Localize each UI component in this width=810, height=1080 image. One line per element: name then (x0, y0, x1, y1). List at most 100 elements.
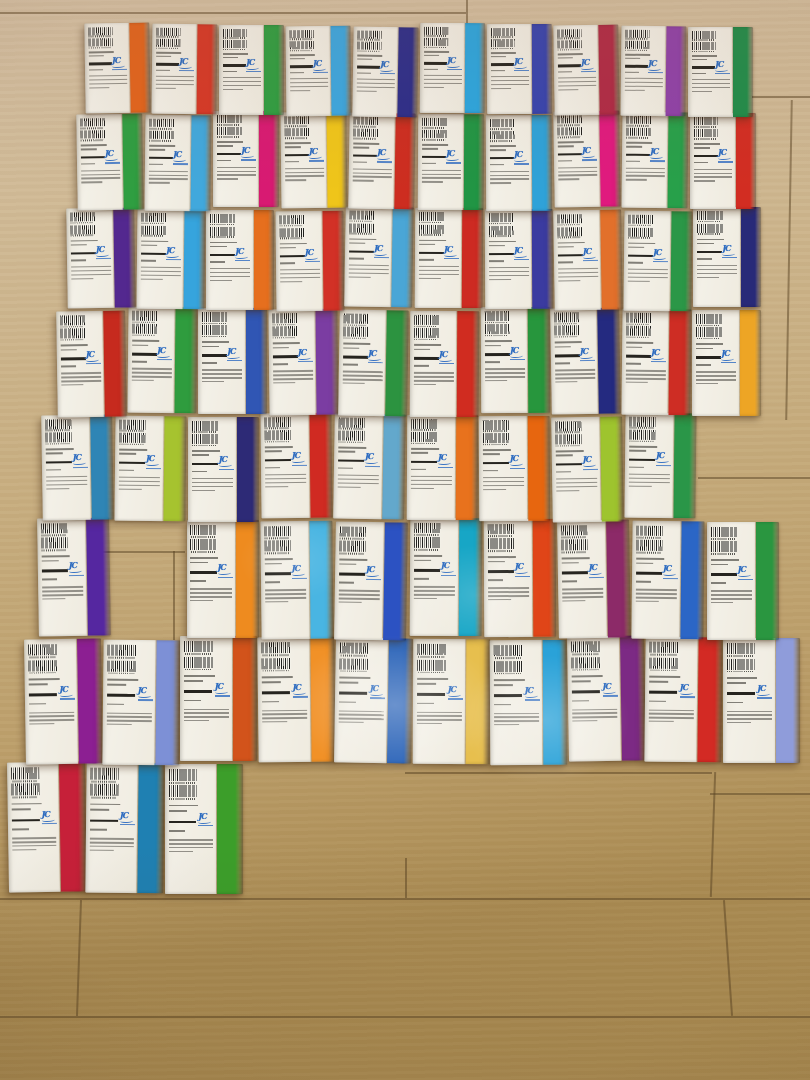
jc-logo-swoosh (648, 66, 662, 71)
barcode-bottom (343, 327, 370, 337)
barcode-bottom-number (279, 237, 303, 240)
price-line (60, 348, 78, 351)
barcode-top-number (279, 224, 303, 227)
jump-comics-brand-line (214, 695, 230, 697)
book-spine (732, 27, 753, 117)
barcode-bottom (264, 430, 291, 441)
isbn-line (11, 803, 42, 805)
barcode-bottom-number (489, 140, 513, 142)
book-back-cover: JC (484, 208, 532, 310)
barcode-bottom (272, 326, 298, 337)
barcode-top-number (557, 223, 581, 226)
fine-print-paragraph (562, 588, 604, 604)
isbn-line (483, 449, 512, 451)
fine-print-paragraph (627, 268, 668, 285)
price-line (70, 243, 88, 246)
barcode-top (79, 117, 105, 127)
fine-print-paragraph (356, 78, 395, 95)
barcode-top (209, 214, 236, 223)
price-line (555, 454, 574, 457)
barcode-top-number (727, 655, 754, 657)
book: JC (553, 24, 620, 116)
book-back-cover: JC (164, 764, 216, 894)
barcode-bottom-number (571, 668, 598, 672)
release-line (45, 468, 62, 471)
barcode-bottom-number (131, 334, 156, 337)
jc-logo-swoosh (445, 156, 459, 162)
barcode-bottom-number (190, 551, 216, 553)
isbn-line (279, 242, 307, 245)
book: JC (334, 637, 413, 764)
floor-seam (405, 858, 407, 898)
barcode-bottom-number (202, 335, 226, 338)
price-line (272, 346, 290, 349)
release-line (191, 470, 208, 473)
barcode-top-number (417, 656, 444, 658)
book-back-cover: JC (412, 638, 466, 765)
barcode-bottom (423, 37, 449, 46)
price-line (423, 54, 440, 57)
jump-comics-logo: JC (447, 684, 463, 700)
barcode-top (191, 421, 219, 431)
barcode-bottom (349, 223, 376, 233)
jump-comics-logo: JC (510, 345, 525, 361)
barcode-bottom-number (338, 441, 363, 444)
release-line (349, 257, 364, 260)
release-line (625, 160, 640, 163)
barcode-bottom (625, 127, 651, 137)
barcode-bottom-number (711, 553, 736, 555)
jump-comics-logo: JC (137, 685, 153, 701)
book: JC (180, 636, 257, 761)
jc-logo-swoosh (156, 353, 170, 358)
jump-comics-logo: JC (757, 684, 773, 699)
book-back-cover: JC (417, 113, 464, 211)
book: JC (348, 112, 417, 210)
book: JC (213, 111, 280, 207)
book: JC (406, 414, 478, 521)
release-line (284, 161, 300, 163)
price-line (625, 346, 643, 348)
isbn-line (140, 240, 168, 242)
price-line (41, 560, 60, 562)
book-spine (314, 308, 339, 415)
jc-logo-swoosh (68, 569, 82, 574)
barcode-bottom-number (340, 670, 367, 673)
book-back-cover: JC (419, 22, 465, 114)
book-back-cover: JC (127, 306, 175, 414)
jump-comics-logo: JC (105, 148, 121, 164)
isbn-line (490, 52, 517, 54)
jump-comics-brand-line (757, 697, 773, 699)
barcode-bottom-number (649, 669, 677, 672)
book: JC (268, 308, 339, 416)
barcode-top (557, 214, 583, 224)
jump-comics-brand-line (297, 361, 313, 363)
release-line (693, 161, 708, 164)
price-line (487, 560, 505, 563)
fine-print-paragraph (557, 77, 596, 93)
publisher-line (636, 571, 663, 575)
isbn-line (191, 450, 220, 452)
jump-comics-brand-line (602, 695, 618, 697)
jump-comics-brand-line (156, 359, 172, 361)
release-line (190, 580, 206, 582)
barcode-top (649, 641, 679, 654)
jump-comics-logo: JC (96, 243, 112, 260)
book: JC (553, 209, 623, 311)
release-line (624, 71, 639, 74)
publisher-line (483, 461, 510, 465)
jc-logo-swoosh (145, 462, 159, 467)
release-line (148, 163, 164, 166)
book-spine (530, 208, 553, 309)
price-line (649, 681, 669, 683)
isbn-line (625, 342, 653, 344)
book-spine (326, 111, 348, 208)
release-line (356, 72, 371, 75)
release-line (556, 470, 572, 473)
barcode-top-number (119, 430, 144, 433)
book-spine (457, 518, 482, 637)
release-line (184, 699, 201, 702)
isbn-line (488, 240, 516, 243)
barcode-top-number (626, 323, 650, 326)
price-line (693, 147, 710, 149)
barcode-bottom (41, 537, 68, 549)
